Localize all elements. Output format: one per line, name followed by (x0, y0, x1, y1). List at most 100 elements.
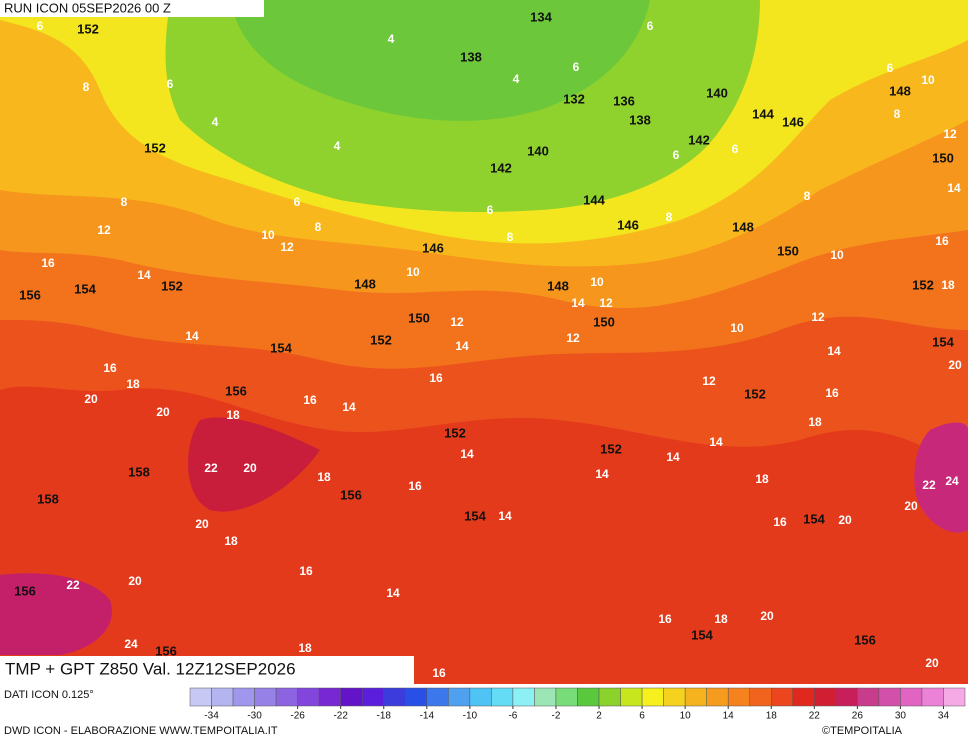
colorbar-swatch (448, 687, 471, 707)
colorbar-tick-label: -14 (420, 711, 435, 722)
temp-label: 16 (825, 386, 839, 400)
temp-label: 14 (666, 450, 680, 464)
gpt-label: 156 (854, 632, 876, 647)
temp-label: 16 (103, 361, 117, 375)
copyright-label: ©TEMPOITALIA (822, 725, 903, 737)
colorbar-swatch (900, 687, 923, 707)
colorbar-swatch (641, 687, 664, 707)
temp-label: 8 (894, 107, 901, 121)
temp-label: 20 (243, 461, 257, 475)
temp-label: 10 (730, 321, 744, 335)
colorbar-swatch (749, 687, 772, 707)
colorbar-tick-label: -10 (463, 711, 478, 722)
gpt-label: 156 (14, 583, 36, 598)
colorbar-swatch (534, 687, 557, 707)
gpt-label: 152 (444, 425, 466, 440)
temp-label: 16 (299, 564, 313, 578)
temp-label: 24 (124, 637, 138, 651)
colorbar-swatch (340, 687, 363, 707)
gpt-label: 154 (803, 511, 825, 526)
temp-label: 18 (317, 470, 331, 484)
gpt-label: 152 (77, 21, 99, 36)
temp-label: 4 (334, 139, 341, 153)
run-label: RUN ICON 05SEP2026 00 Z (4, 0, 171, 15)
temp-label: 16 (432, 666, 446, 680)
colorbar-swatch (491, 687, 514, 707)
temp-label: 6 (37, 19, 44, 33)
temp-label: 16 (303, 393, 317, 407)
temp-label: 22 (66, 578, 80, 592)
colorbar-swatch (620, 687, 643, 707)
temp-label: 16 (773, 515, 787, 529)
temp-label: 6 (294, 195, 301, 209)
gpt-label: 154 (270, 340, 292, 355)
temp-label: 22 (922, 478, 936, 492)
colorbar-swatch (598, 687, 621, 707)
temp-label: 14 (460, 447, 474, 461)
temp-label: 8 (121, 195, 128, 209)
gpt-label: 146 (782, 114, 804, 129)
temp-label: 6 (573, 60, 580, 74)
temp-label: 20 (760, 609, 774, 623)
gpt-label: 152 (144, 140, 166, 155)
temp-label: 14 (571, 296, 585, 310)
temp-label: 20 (948, 358, 962, 372)
temp-label: 24 (945, 474, 959, 488)
gpt-label: 152 (370, 332, 392, 347)
gpt-label: 148 (547, 278, 569, 293)
colorbar-swatch (878, 687, 901, 707)
colorbar-tick-label: -26 (290, 711, 305, 722)
gpt-label: 156 (340, 487, 362, 502)
colorbar-tick-label: 30 (895, 711, 907, 722)
colorbar-swatch (792, 687, 815, 707)
temp-label: 18 (714, 612, 728, 626)
gpt-label: 140 (706, 85, 728, 100)
temp-label: 10 (590, 275, 604, 289)
temp-label: 18 (755, 472, 769, 486)
gpt-label: 156 (225, 383, 247, 398)
temp-label: 10 (830, 248, 844, 262)
gpt-label: 148 (889, 83, 911, 98)
temp-label: 10 (921, 73, 935, 87)
colorbar-swatch (706, 687, 729, 707)
colorbar-swatch (211, 687, 234, 707)
temp-label: 20 (904, 499, 918, 513)
gpt-label: 152 (600, 441, 622, 456)
gpt-label: 154 (932, 334, 954, 349)
gpt-label: 142 (490, 160, 512, 175)
colorbar-tick-label: 6 (639, 711, 645, 722)
colorbar-tick-label: 34 (938, 711, 950, 722)
colorbar-swatch (943, 687, 966, 707)
gpt-label: 154 (691, 627, 713, 642)
temp-label: 6 (487, 203, 494, 217)
temp-label: 20 (128, 574, 142, 588)
temp-label: 10 (261, 228, 275, 242)
temp-label: 6 (167, 77, 174, 91)
colorbar-swatch (577, 687, 600, 707)
temp-label: 8 (804, 189, 811, 203)
colorbar-swatch (512, 687, 535, 707)
temp-label: 20 (925, 656, 939, 670)
gpt-label: 146 (617, 217, 639, 232)
temp-label: 6 (732, 142, 739, 156)
title-box (0, 656, 414, 684)
temp-label: 20 (84, 392, 98, 406)
colorbar-swatch (663, 687, 686, 707)
temp-label: 12 (599, 296, 613, 310)
temp-label: 12 (943, 127, 957, 141)
temp-label: 12 (811, 310, 825, 324)
colorbar-swatch (318, 687, 341, 707)
colorbar-tick-label: 18 (766, 711, 778, 722)
colorbar-swatch (189, 687, 212, 707)
temp-label: 10 (406, 265, 420, 279)
colorbar-tick-label: 26 (852, 711, 864, 722)
gpt-label: 156 (19, 287, 41, 302)
temp-label: 20 (838, 513, 852, 527)
gpt-label: 142 (688, 132, 710, 147)
colorbar-swatch (383, 687, 406, 707)
gpt-label: 134 (530, 9, 552, 24)
colorbar-tick-label: 10 (680, 711, 692, 722)
colorbar-swatch (405, 687, 428, 707)
gpt-label: 140 (527, 143, 549, 158)
